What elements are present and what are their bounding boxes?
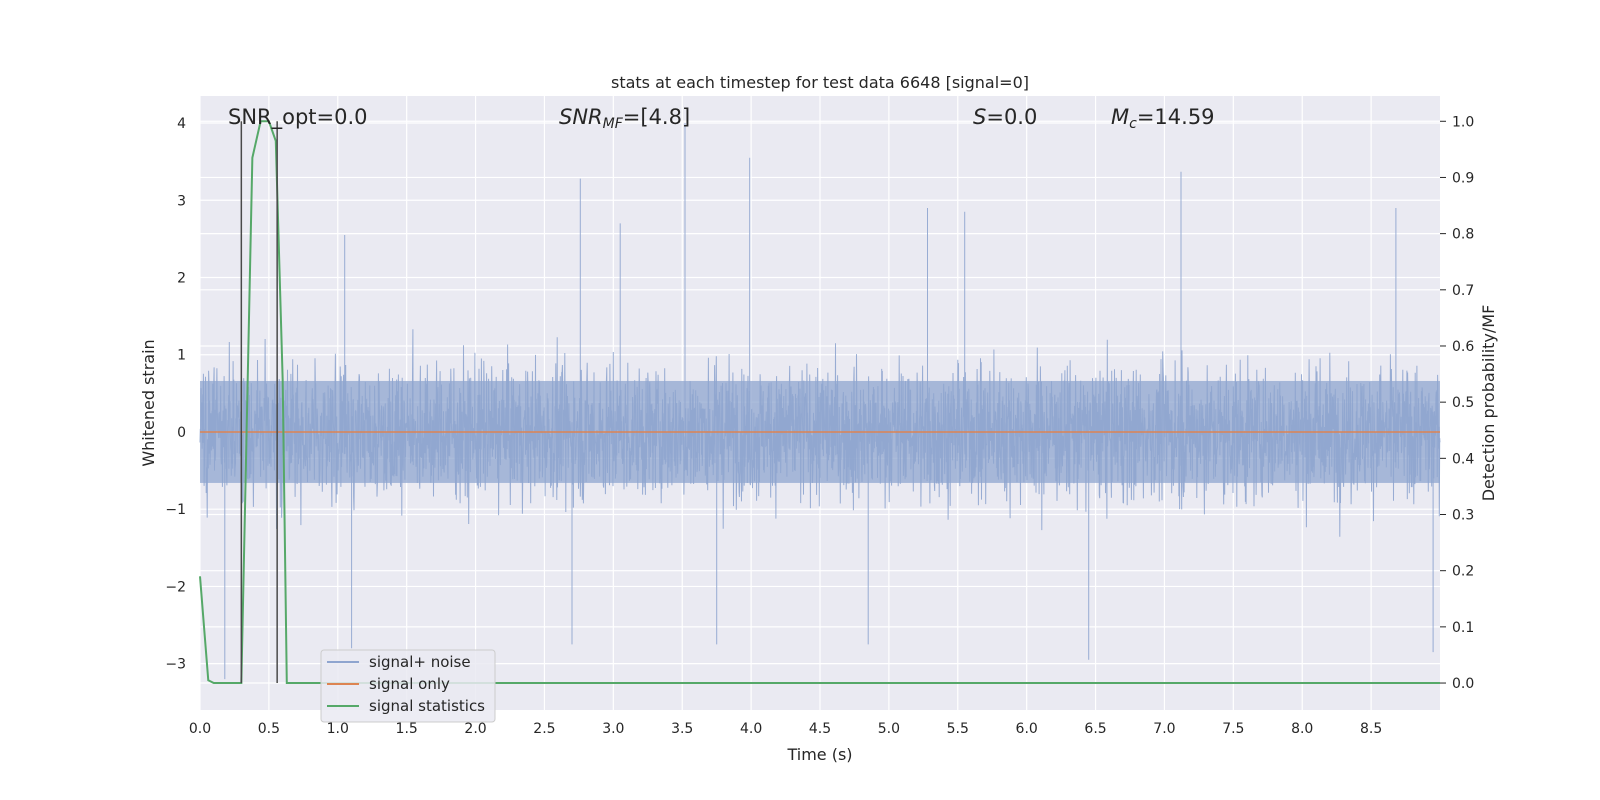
x-tick-label: 8.5: [1360, 721, 1382, 737]
y-left-tick-label: 2: [177, 270, 186, 286]
y-right-tick-label: 0.7: [1452, 283, 1474, 299]
y-axis-label-left: Whitened strain: [139, 339, 158, 466]
x-tick-label: 7.5: [1222, 721, 1244, 737]
mc-main: M: [1111, 105, 1129, 129]
x-tick-label: 6.0: [1016, 721, 1038, 737]
snr-mf-sub: MF: [603, 116, 624, 132]
snr-mf-main: SNR: [559, 105, 603, 129]
series-lines: [199, 120, 1440, 685]
y-left-tick-label: 0: [177, 425, 186, 441]
x-tick-label: 7.0: [1153, 721, 1175, 737]
x-tick-label: 2.0: [464, 721, 486, 737]
x-tick-label: 4.0: [740, 721, 762, 737]
x-tick-label: 0.0: [189, 721, 211, 737]
x-tick-label: 8.0: [1291, 721, 1313, 737]
y-left-tick-label: 3: [177, 193, 186, 209]
annotation-s: S=0.0: [973, 105, 1037, 129]
snr-mf-value: =[4.8]: [623, 105, 690, 129]
s-main: S: [973, 105, 986, 129]
legend-label-signal: signal only: [369, 675, 450, 693]
y-right-tick-label: 0.2: [1452, 564, 1474, 580]
y-right-tick-label: 0.4: [1452, 451, 1474, 467]
y-left-tick-label: −3: [165, 657, 186, 673]
y-right-tick-label: 0.3: [1452, 508, 1474, 524]
x-tick-label: 1.5: [396, 721, 418, 737]
legend-label-stats: signal statistics: [369, 697, 485, 715]
y-right-tick-label: 0.5: [1452, 395, 1474, 411]
x-tick-label: 4.5: [809, 721, 831, 737]
x-tick-label: 0.5: [258, 721, 280, 737]
markers: [240, 121, 278, 684]
y-right-tick-label: 0.9: [1452, 170, 1474, 186]
legend-box: [320, 649, 496, 723]
x-tick-label: 3.0: [602, 721, 624, 737]
y-right-tick-label: 0.8: [1452, 227, 1474, 243]
y-left-tick-label: 4: [177, 116, 186, 132]
mc-sub: c: [1129, 116, 1137, 132]
annotation-snr-opt: SNR_opt=0.0: [228, 105, 368, 130]
mc-value: =14.59: [1137, 105, 1215, 129]
y-left-tick-label: −2: [165, 579, 186, 595]
y-right-tick-label: 0.0: [1452, 676, 1474, 692]
x-tick-label: 2.5: [533, 721, 555, 737]
x-tick-label: 1.0: [327, 721, 349, 737]
x-axis-label: Time (s): [786, 745, 852, 764]
x-tick-label: 5.5: [947, 721, 969, 737]
x-tick-label: 6.5: [1084, 721, 1106, 737]
x-tick-label: 3.5: [671, 721, 693, 737]
y-right-tick-label: 0.6: [1452, 339, 1474, 355]
s-value: =0.0: [986, 105, 1037, 129]
chart-title: stats at each timestep for test data 664…: [611, 73, 1029, 92]
annotation-mc: Mc=14.59: [1111, 105, 1215, 132]
y-left-tick-label: 1: [177, 348, 186, 364]
ticks: 0.0 0.5 1.0 1.5 2.0 2.5 3.0 3.5 4.0 4.5 5.0 5.5 6.0 6…: [165, 114, 1474, 737]
legend: signal+ noise signal only signal statist…: [320, 649, 496, 723]
y-right-tick-label: 0.1: [1452, 620, 1474, 636]
series-signal-statistics: [199, 120, 1440, 685]
y-left-tick-label: −1: [165, 502, 186, 518]
y-axis-label-right: Detection probability/MF: [1479, 305, 1498, 502]
x-tick-label: 5.0: [878, 721, 900, 737]
y-right-tick-label: 1.0: [1452, 114, 1474, 130]
legend-label-noise: signal+ noise: [369, 653, 471, 671]
annotation-snr-mf: SNRMF=[4.8]: [559, 105, 690, 132]
